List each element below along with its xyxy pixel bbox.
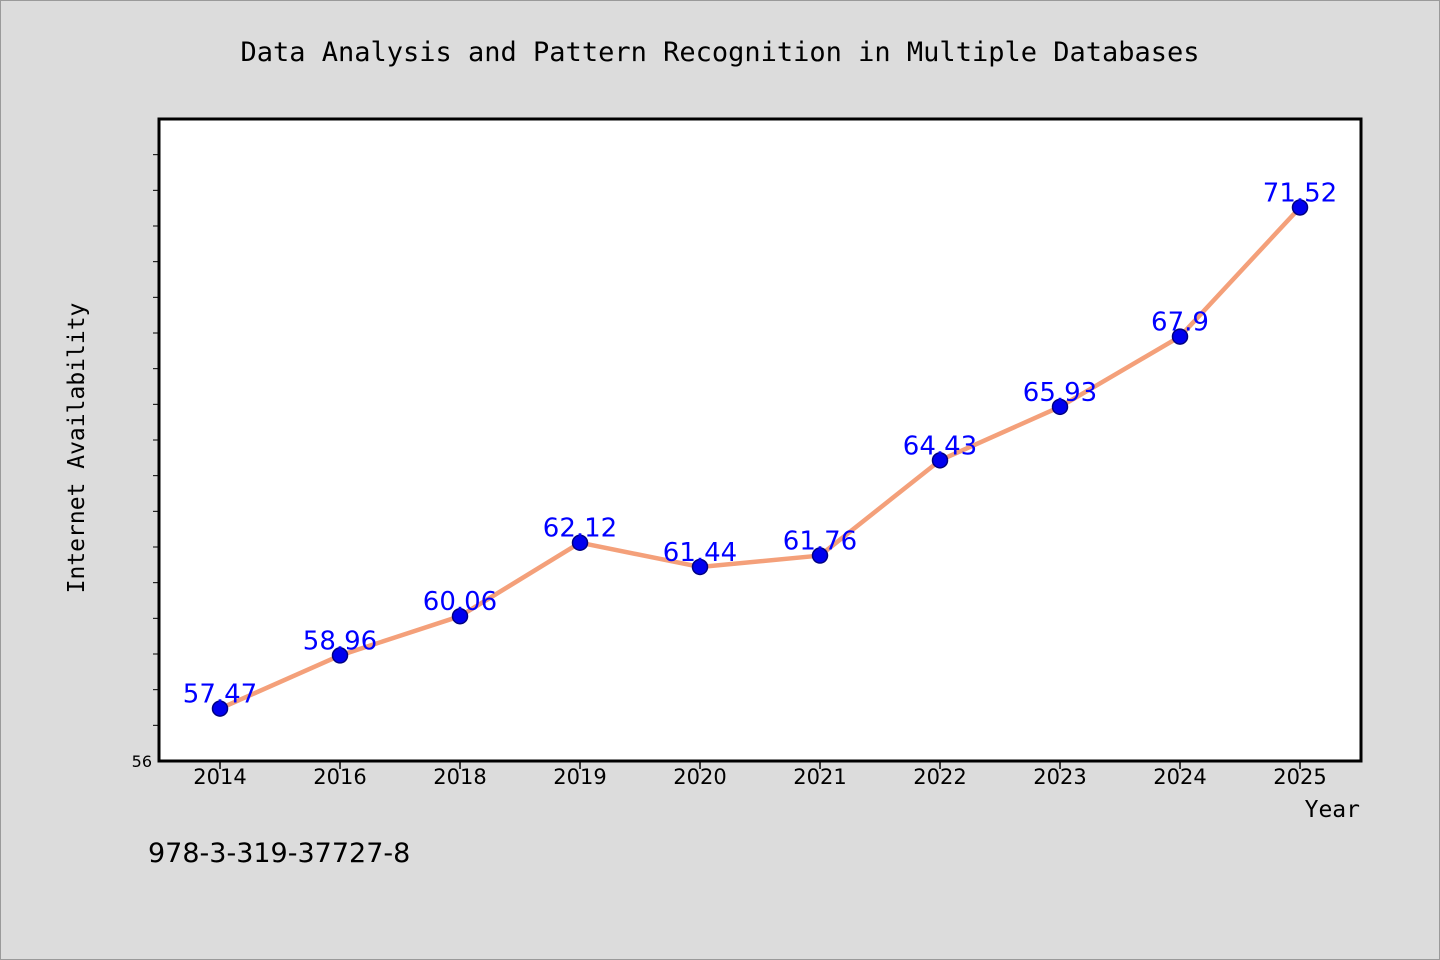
x-tick-label: 2023 [1033,765,1086,789]
x-tick-label: 2021 [793,765,846,789]
data-point [931,452,949,469]
x-tick-label: 2020 [673,765,726,789]
data-point [691,558,709,576]
x-tick-label: 2024 [1153,765,1206,789]
data-label: 67.9 [1151,308,1209,338]
series-layer [211,199,1309,717]
y-tick-label: 56 [132,752,152,771]
x-tick-label: 2022 [913,765,966,789]
x-tick-label: 2025 [1273,765,1326,789]
x-tick-label: 2014 [193,765,246,789]
x-axis-label: Year [1305,797,1360,823]
x-tick-label: 2018 [433,765,486,789]
data-point [331,647,349,664]
x-tick-label: 2019 [553,765,606,789]
data-point [1051,398,1069,416]
series-line [217,205,1303,711]
data-point [571,534,589,551]
data-point [1291,199,1309,216]
data-label: 65.93 [1023,378,1097,408]
isbn-text: 978-3-319-37727-8 [148,838,410,869]
data-label: 61.44 [663,538,737,568]
data-label: 64.43 [903,431,977,461]
data-point [1171,328,1189,345]
data-label: 71.52 [1263,178,1337,208]
data-label: 61.76 [783,527,857,557]
data-point [211,700,229,717]
chart-title: Data Analysis and Pattern Recognition in… [240,37,1199,68]
x-tick-label: 2016 [313,765,366,789]
y-axis: 56 [132,154,159,771]
data-label: 58.96 [303,626,377,656]
data-label: 60.06 [423,587,497,617]
y-axis-label: Internet Availability [64,303,90,594]
data-point [451,607,469,625]
data-label-layer: 57.47 58.96 60.06 62.12 61.44 61.76 64.43 65.93… [183,178,1337,709]
x-axis: 2014 2016 2018 2019 2020 2021 2022 2023 2024 2025 [193,761,1327,789]
data-label: 62.12 [543,514,617,544]
data-point [811,547,829,564]
plot-area [157,117,1363,763]
data-label: 57.47 [183,680,257,710]
